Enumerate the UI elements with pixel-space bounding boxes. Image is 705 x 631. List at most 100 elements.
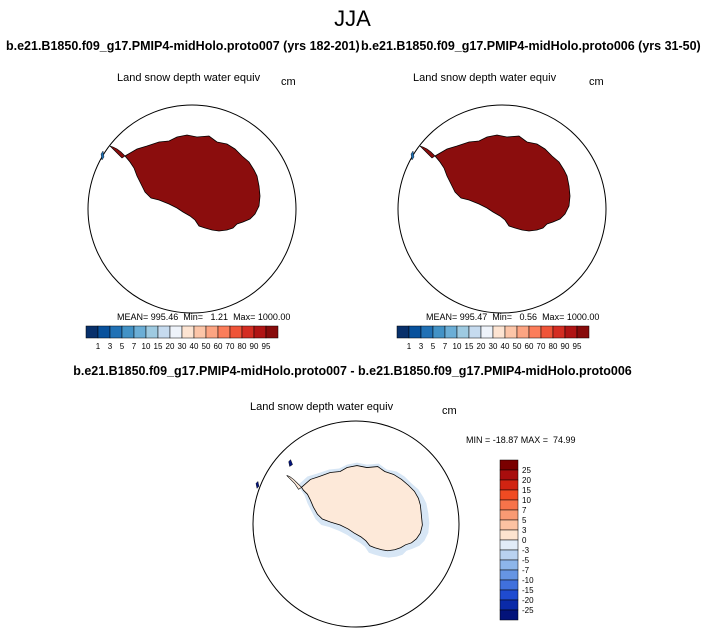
colorbar-tick-label: 90	[561, 342, 570, 351]
colorbar-tick-label: 5	[431, 342, 436, 351]
colorbar-tick-label: -3	[522, 546, 530, 555]
colorbar-box	[499, 479, 519, 491]
island-fragment	[255, 481, 260, 489]
south-america-tip	[410, 150, 415, 161]
colorbar-tick-label: 40	[501, 342, 510, 351]
colorbar-box	[499, 539, 519, 551]
panel2-title: b.e21.B1850.f09_g17.PMIP4-midHolo.proto0…	[361, 39, 701, 53]
colorbar-box	[499, 589, 519, 601]
colorbar-box	[552, 325, 566, 339]
diff-variable: Land snow depth water equiv	[250, 401, 394, 413]
panel1-colorbar: 1 3 5 7 10 15 20 30 40 50 60 70 80 90 95	[85, 325, 279, 351]
colorbar-box	[265, 325, 279, 339]
colorbar-box	[420, 325, 434, 339]
colorbar-box	[499, 599, 519, 611]
colorbar-tick-label: 10	[453, 342, 462, 351]
colorbar-tick-label: 0	[522, 536, 527, 545]
colorbar-box	[499, 509, 519, 521]
colorbar-tick-label: 25	[522, 466, 531, 475]
colorbar-tick-label: 3	[419, 342, 424, 351]
colorbar-box	[109, 325, 123, 339]
colorbar-tick-label: -7	[522, 566, 530, 575]
antarctica-landmass	[301, 465, 423, 552]
colorbar-tick-label: 95	[573, 342, 582, 351]
colorbar-tick-label: 80	[238, 342, 247, 351]
colorbar-tick-label: 70	[226, 342, 235, 351]
colorbar-tick-label: 1	[407, 342, 412, 351]
south-america-tip	[288, 459, 293, 467]
colorbar-tick-label: 3	[108, 342, 113, 351]
colorbar-box	[241, 325, 255, 339]
colorbar-box	[480, 325, 494, 339]
colorbar-box	[528, 325, 542, 339]
panel1-variable: Land snow depth water equiv	[117, 72, 261, 84]
colorbar-box	[499, 459, 519, 471]
antarctic-peninsula	[286, 475, 302, 490]
colorbar-box	[85, 325, 99, 339]
colorbar-box	[205, 325, 219, 339]
colorbar-tick-label: 20	[522, 476, 531, 485]
diff-title: b.e21.B1850.f09_g17.PMIP4-midHolo.proto0…	[73, 364, 632, 378]
colorbar-box	[157, 325, 171, 339]
antarctic-peninsula	[109, 145, 126, 159]
antarctica-landmass	[124, 134, 261, 232]
panel2-stats: MEAN= 995.47 Min= 0.56 Max= 1000.00	[426, 312, 600, 322]
antarctica-landmass	[434, 134, 571, 232]
colorbar-box	[193, 325, 207, 339]
colorbar-box	[499, 489, 519, 501]
colorbar-box	[499, 569, 519, 581]
diff-units: cm	[442, 405, 457, 417]
colorbar-tick-label: 50	[513, 342, 522, 351]
panel2-colorbar: 1 3 5 7 10 15 20 30 40 50 60 70 80 90 95	[396, 325, 590, 351]
colorbar-tick-label: 5	[120, 342, 125, 351]
panel1-title: b.e21.B1850.f09_g17.PMIP4-midHolo.proto0…	[6, 39, 360, 53]
colorbar-tick-label: 1	[96, 342, 101, 351]
colorbar-box	[492, 325, 506, 339]
colorbar-box	[408, 325, 422, 339]
panel2-variable: Land snow depth water equiv	[413, 72, 557, 84]
colorbar-tick-label: -25	[522, 606, 534, 615]
colorbar-box	[169, 325, 183, 339]
colorbar-box	[181, 325, 195, 339]
colorbar-box	[253, 325, 267, 339]
colorbar-tick-label: 80	[549, 342, 558, 351]
colorbar-box	[499, 609, 519, 621]
colorbar-box	[444, 325, 458, 339]
colorbar-box	[499, 499, 519, 511]
colorbar-tick-label: -15	[522, 586, 534, 595]
colorbar-box	[121, 325, 135, 339]
colorbar-tick-label: 50	[202, 342, 211, 351]
colorbar-box	[516, 325, 530, 339]
colorbar-tick-label: 30	[178, 342, 187, 351]
south-america-tip	[100, 150, 105, 161]
colorbar-box	[499, 579, 519, 591]
colorbar-tick-label: 95	[262, 342, 271, 351]
colorbar-tick-label: 20	[477, 342, 486, 351]
panel2-units: cm	[589, 76, 604, 88]
colorbar-tick-label: 30	[489, 342, 498, 351]
colorbar-tick-label: -5	[522, 556, 530, 565]
colorbar-box	[97, 325, 111, 339]
colorbar-box	[499, 529, 519, 541]
colorbar-tick-label: 60	[525, 342, 534, 351]
colorbar-box	[456, 325, 470, 339]
colorbar-box	[396, 325, 410, 339]
colorbar-tick-label: 7	[443, 342, 448, 351]
colorbar-box	[145, 325, 159, 339]
colorbar-tick-label: -10	[522, 576, 534, 585]
panel2-map	[397, 104, 607, 314]
panel1-map	[87, 104, 297, 314]
season-title: JJA	[334, 6, 371, 31]
panel1-units: cm	[281, 76, 296, 88]
colorbar-box	[504, 325, 518, 339]
colorbar-box	[564, 325, 578, 339]
colorbar-tick-label: 7	[132, 342, 137, 351]
colorbar-box	[499, 549, 519, 561]
colorbar-tick-label: -20	[522, 596, 534, 605]
colorbar-box	[432, 325, 446, 339]
colorbar-tick-label: 10	[142, 342, 151, 351]
colorbar-box	[468, 325, 482, 339]
colorbar-tick-label: 15	[154, 342, 163, 351]
antarctic-peninsula	[419, 145, 436, 159]
